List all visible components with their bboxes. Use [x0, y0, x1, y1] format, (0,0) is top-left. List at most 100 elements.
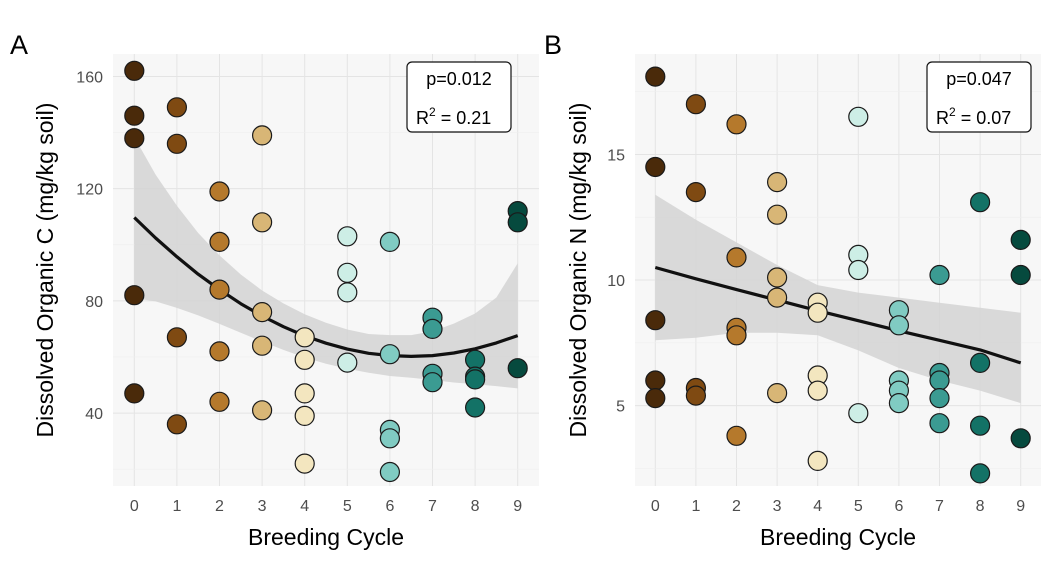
panel-a-data-point: [209, 279, 230, 300]
panel-b-data-point: [807, 450, 828, 471]
panel-a-data-point: [422, 372, 443, 393]
panel-b-x-tick-label: 6: [894, 498, 903, 515]
panel-b-x-tick-label: 0: [651, 498, 660, 515]
panel-b-data-point: [929, 388, 950, 409]
panel-b-fit-line: [654, 265, 1022, 365]
panel-b-points: [645, 66, 1031, 484]
panel-b-x-tick-label: 9: [1016, 498, 1025, 515]
panel-a-data-point: [294, 349, 315, 370]
panel-b-data-point: [685, 94, 707, 115]
panel-b-stats-box: p=0.047 R2 = 0.07: [926, 61, 1032, 133]
panel-a-data-point: [209, 231, 230, 252]
panel-b-data-point: [685, 385, 707, 406]
panel-b-x-tick-label: 5: [854, 498, 863, 515]
panel-a-data-point: [252, 335, 273, 356]
panel-b-data-point: [645, 310, 666, 331]
panel-b-data-point: [766, 287, 788, 308]
panel-a-data-point: [337, 226, 358, 247]
panel-b-data-point: [969, 352, 991, 373]
panel-b-data-point: [726, 425, 747, 446]
panel-a-data-point: [337, 262, 358, 283]
panel-a-y-tick-label: 120: [76, 182, 103, 199]
panel-a-data-point: [379, 428, 400, 449]
panel-a-data-point: [252, 302, 273, 323]
panel-a: A 0 1 2 3 4 5 6 7 8 9 40 80 120 160 Breeding Cycle D…: [10, 30, 539, 550]
panel-a-data-point: [337, 282, 358, 303]
panel-a-data-point: [166, 414, 187, 435]
panel-a-data-point: [166, 97, 187, 118]
panel-a-data-point: [209, 181, 230, 202]
panel-a-x-tick-label: 1: [172, 498, 181, 515]
panel-b-data-point: [645, 370, 666, 391]
panel-a-stats-frame: [406, 61, 512, 133]
panel-a-data-point: [465, 349, 486, 370]
panel-a-x-tick-label: 7: [428, 498, 437, 515]
panel-tag-a: A: [10, 30, 28, 60]
panel-a-data-point: [294, 327, 315, 348]
panel-b-x-ticks: 0 1 2 3 4 5 6 7 8 9: [651, 498, 1025, 515]
panel-b-data-point: [929, 413, 950, 434]
panel-a-x-axis-label: Breeding Cycle: [248, 524, 404, 550]
panel-a-data-point: [507, 212, 528, 233]
panel-b-data-point: [888, 393, 910, 414]
panel-a-r-squared: R2 = 0.21: [416, 105, 491, 128]
panel-a-x-tick-label: 4: [300, 498, 309, 515]
panel-a-data-point: [166, 133, 187, 154]
panel-a-data-point: [294, 405, 315, 426]
panel-a-x-tick-label: 5: [343, 498, 352, 515]
panel-b-r-squared: R2 = 0.07: [936, 105, 1011, 128]
panel-a-ci-band: [134, 137, 518, 389]
panel-a-data-point: [252, 125, 273, 146]
panel-a-y-tick-label: 160: [76, 69, 103, 86]
panel-b-ci-band: [655, 194, 1021, 404]
panel-b-y-tick-label: 15: [607, 147, 625, 164]
panel-tag-b: B: [544, 30, 562, 60]
panel-b-data-point: [969, 415, 991, 436]
panel-a-data-point: [124, 105, 145, 126]
panel-b-y-tick-label: 5: [616, 399, 625, 416]
panel-b-x-axis-label: Breeding Cycle: [760, 524, 916, 550]
panel-b-stats-frame: [926, 61, 1032, 133]
panel-a-data-point: [252, 212, 273, 233]
panel-a-data-point: [379, 461, 400, 483]
panel-a-x-ticks: 0 1 2 3 4 5 6 7 8 9: [130, 498, 522, 515]
panel-b-regression-line: [654, 265, 1022, 365]
panel-a-r2-value: = 0.21: [436, 108, 492, 128]
panel-b-confidence-band: [655, 194, 1021, 404]
panel-a-x-tick-label: 3: [258, 498, 267, 515]
panel-b-data-point: [848, 106, 869, 127]
panel-b-x-tick-label: 8: [976, 498, 985, 515]
panel-a-fit-line: [133, 216, 519, 358]
panel-b-data-point: [1010, 264, 1031, 286]
panel-a-regression-line: [133, 216, 519, 358]
panel-b-data-point: [848, 259, 869, 281]
panel-a-x-tick-label: 8: [471, 498, 480, 515]
panel-a-x-tick-label: 0: [130, 498, 139, 515]
panel-b-r2-label: R: [936, 108, 949, 128]
panel-b-data-point: [766, 204, 788, 225]
panel-a-confidence-band: [134, 137, 518, 389]
panel-b-data-point: [645, 156, 666, 178]
panel-b-data-point: [766, 383, 788, 404]
panel-a-data-point: [124, 383, 145, 404]
panel-b-data-point: [969, 463, 991, 484]
panel-a-data-point: [209, 341, 230, 362]
panel-b-x-tick-label: 3: [773, 498, 782, 515]
panel-a-data-point: [337, 352, 358, 373]
panel-a-data-point: [294, 383, 315, 404]
panel-a-data-point: [209, 391, 230, 412]
panel-a-data-point: [507, 358, 528, 379]
panel-b-data-point: [848, 403, 869, 424]
panel-b-data-point: [766, 172, 788, 193]
panel-a-y-axis-label: Dissolved Organic C (mg/kg soil): [32, 103, 58, 438]
panel-b-data-point: [645, 388, 666, 409]
panel-b-p-value: p=0.047: [946, 69, 1012, 89]
panel-a-p-value: p=0.012: [426, 69, 492, 89]
panel-a-data-point: [166, 327, 187, 348]
panel-b-x-tick-label: 7: [935, 498, 944, 515]
panel-b-r2-value: = 0.07: [956, 108, 1012, 128]
panel-a-points: [124, 60, 528, 483]
panel-a-y-tick-label: 80: [85, 294, 103, 311]
